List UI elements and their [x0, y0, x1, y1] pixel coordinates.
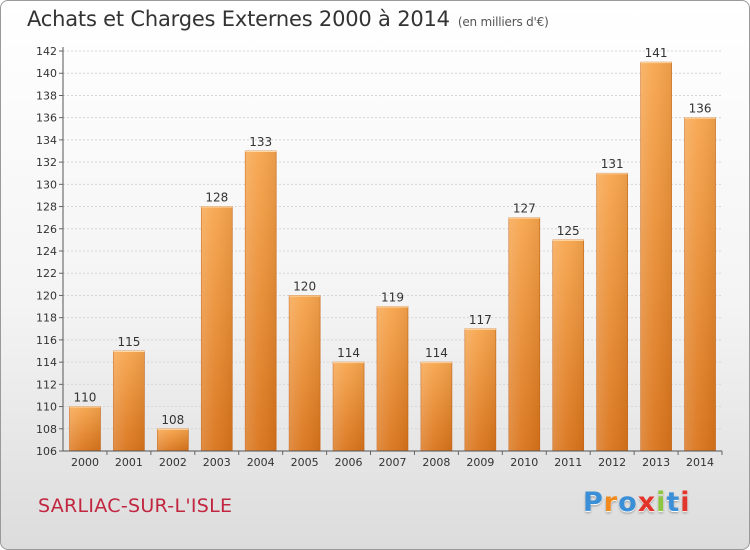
y-tick-label: 140 — [36, 67, 57, 80]
bar-value-label: 141 — [645, 46, 668, 60]
bar-value-label: 125 — [557, 224, 580, 238]
x-tick-label: 2012 — [598, 456, 626, 469]
bar-value-label: 133 — [249, 135, 272, 149]
y-tick-label: 110 — [36, 401, 57, 414]
x-tick-label: 2011 — [554, 456, 582, 469]
logo-letter: i — [656, 487, 667, 518]
x-tick-label: 2001 — [115, 456, 143, 469]
logo-letter: o — [618, 487, 638, 518]
x-tick-label: 2010 — [510, 456, 538, 469]
y-tick-label: 106 — [36, 445, 57, 458]
bars — [69, 61, 716, 452]
x-tick-label: 2009 — [466, 456, 494, 469]
y-tick-label: 128 — [36, 201, 57, 214]
bar-shine — [333, 362, 365, 451]
bar-shine — [113, 351, 145, 451]
x-tick-label: 2006 — [335, 456, 363, 469]
y-tick-label: 138 — [36, 89, 57, 102]
x-tick-label: 2008 — [422, 456, 450, 469]
bar-shine — [420, 362, 452, 451]
bar-value-label: 131 — [601, 157, 624, 171]
x-tick-label: 2004 — [247, 456, 275, 469]
y-tick-label: 134 — [36, 134, 57, 147]
chart-title-text: Achats et Charges Externes 2000 à 2014 — [27, 7, 450, 31]
bar-shine — [552, 239, 584, 451]
logo-letter: i — [680, 487, 691, 518]
bar-shine — [596, 173, 628, 451]
x-tick-label: 2000 — [71, 456, 99, 469]
x-tick-label: 2005 — [291, 456, 319, 469]
bar-shine — [201, 206, 233, 451]
bar-value-label: 110 — [74, 391, 97, 405]
bar-value-label: 136 — [689, 102, 712, 116]
bar-shine — [684, 117, 716, 452]
x-tick-label: 2007 — [379, 456, 407, 469]
proxiti-logo: Proxiti — [583, 487, 691, 518]
x-tick-label: 2002 — [159, 456, 187, 469]
bar-shine — [69, 406, 101, 451]
x-tick-label: 2014 — [686, 456, 714, 469]
y-tick-label: 122 — [36, 267, 57, 280]
logo-letter: P — [583, 487, 604, 518]
bar-shine — [289, 295, 321, 451]
x-tick-label: 2013 — [642, 456, 670, 469]
bar-value-label: 120 — [293, 279, 316, 293]
y-tick-label: 132 — [36, 156, 57, 169]
logo-letter: x — [637, 487, 657, 518]
bar-value-label: 127 — [513, 202, 536, 216]
bar-value-label: 108 — [161, 413, 184, 427]
y-tick-label: 114 — [36, 356, 57, 369]
chart-unit: (en milliers d'€) — [457, 15, 549, 29]
y-tick-label: 118 — [36, 312, 57, 325]
y-tick-label: 120 — [36, 289, 57, 302]
bar-shine — [464, 328, 496, 451]
bar-value-label: 114 — [337, 346, 360, 360]
bar-value-label: 119 — [381, 291, 404, 305]
y-tick-label: 136 — [36, 112, 57, 125]
bar-value-label: 114 — [425, 346, 448, 360]
logo-letter: t — [666, 487, 681, 518]
logo-letter: r — [603, 487, 619, 518]
y-tick-label: 142 — [36, 45, 57, 58]
axes — [59, 47, 723, 455]
chart-title: Achats et Charges Externes 2000 à 2014 (e… — [27, 7, 549, 31]
bar-shine — [245, 151, 277, 451]
town-name: SARLIAC-SUR-L'ISLE — [38, 495, 233, 517]
bar-shine — [377, 306, 408, 451]
bar-value-label: 117 — [469, 313, 492, 327]
bar-shine — [640, 62, 672, 451]
labels: 106 108 110 112 114 116 118 120 122 124 126 128 130 1… — [36, 45, 714, 469]
bar-shine — [508, 217, 540, 451]
bar-value-label: 115 — [117, 335, 140, 349]
x-tick-label: 2003 — [203, 456, 231, 469]
y-tick-label: 116 — [36, 334, 57, 347]
y-tick-label: 126 — [36, 223, 57, 236]
bar-shine — [157, 428, 189, 451]
y-tick-label: 124 — [36, 245, 57, 258]
y-tick-label: 108 — [36, 423, 57, 436]
bar-value-label: 128 — [205, 191, 228, 205]
y-tick-label: 112 — [36, 378, 57, 391]
y-tick-label: 130 — [36, 178, 57, 191]
